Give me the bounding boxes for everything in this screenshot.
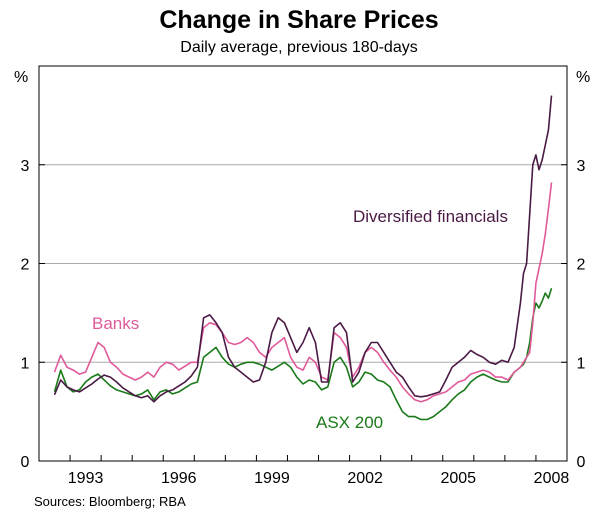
axis-ticks: 0 0 1 1 2 2 3 3 1993 1996 1999 2002 2005 2008: [21, 158, 586, 487]
series-label-banks: Banks: [92, 314, 139, 333]
xtick-label-2005: 2005: [440, 470, 476, 487]
ytick-label-right-2: 2: [577, 257, 586, 274]
source-note: Sources: Bloomberg; RBA: [34, 494, 186, 509]
series-line-banks: [53, 182, 553, 403]
ytick-label-right-3: 3: [577, 158, 586, 175]
gridlines: [39, 164, 567, 363]
series-label-asx: ASX 200: [316, 413, 383, 432]
ytick-label-left-2: 2: [21, 257, 30, 274]
left-unit-label: %: [14, 69, 28, 86]
series-lines: [53, 95, 553, 421]
ytick-label-right-1: 1: [577, 355, 586, 372]
xtick-label-2002: 2002: [347, 470, 383, 487]
ytick-label-left-3: 3: [21, 158, 30, 175]
ytick-label-left-0: 0: [21, 454, 30, 471]
chart-subtitle: Daily average, previous 180-days: [180, 39, 417, 56]
ytick-label-left-1: 1: [21, 355, 30, 372]
xtick-label-1996: 1996: [161, 470, 197, 487]
ytick-label-right-0: 0: [577, 454, 586, 471]
xtick-label-1999: 1999: [254, 470, 290, 487]
chart-title: Change in Share Prices: [159, 6, 438, 34]
series-label-diversified: Diversified financials: [353, 207, 508, 226]
xtick-label-1993: 1993: [68, 470, 104, 487]
xtick-label-2008: 2008: [534, 470, 570, 487]
series-line-asx-200: [53, 287, 553, 421]
series-line-diversified-financials: [53, 95, 553, 403]
right-unit-label: %: [576, 69, 590, 86]
